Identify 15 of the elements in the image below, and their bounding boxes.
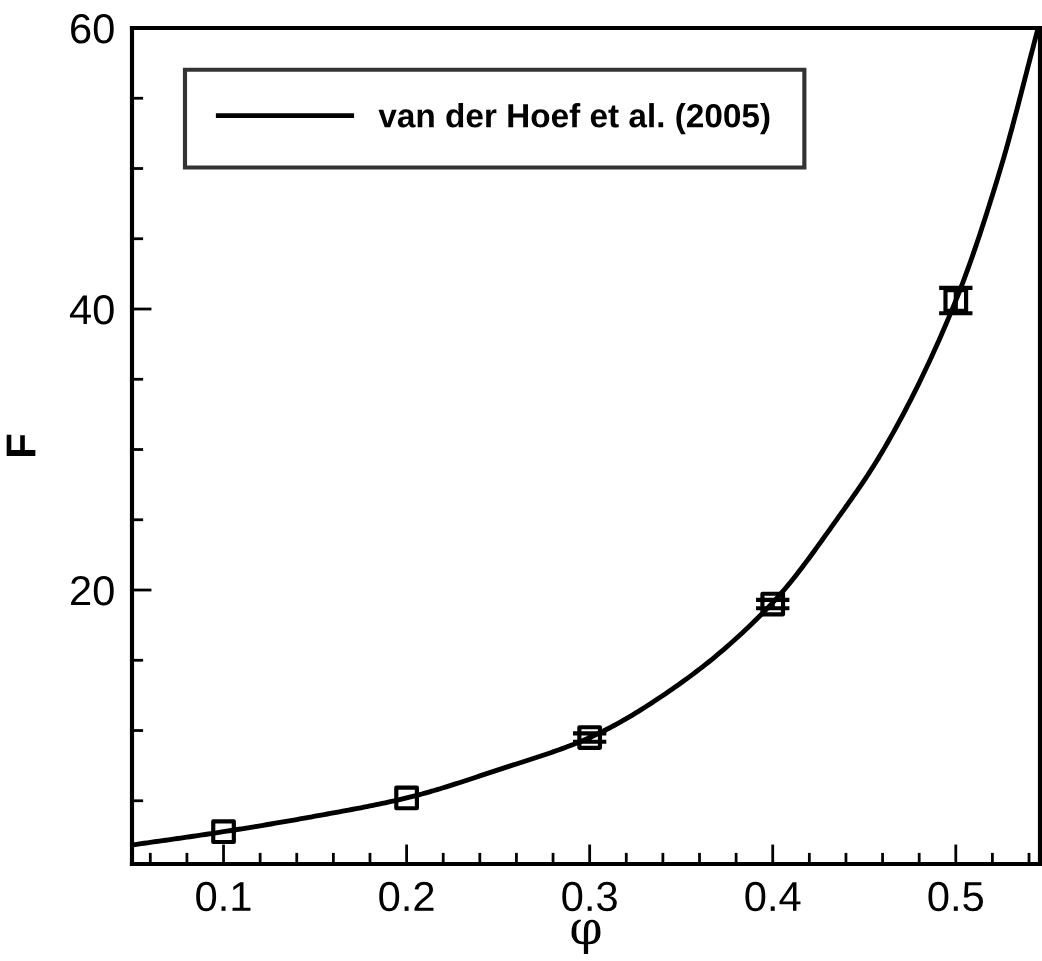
x-tick-label: 0.1 xyxy=(196,881,251,912)
x-tick-label: 0.5 xyxy=(928,881,984,912)
legend-label: van der Hoef et al. (2005) xyxy=(378,103,770,135)
y-tick-label: 40 xyxy=(69,295,114,325)
point xyxy=(394,785,419,811)
x-tick-label: 0.4 xyxy=(745,881,801,912)
point xyxy=(577,725,603,750)
x-tick-label: 0.3 xyxy=(562,881,617,912)
point xyxy=(211,819,236,845)
y-tick-label: 60 xyxy=(71,14,114,44)
point xyxy=(760,591,786,617)
y-axis-title: F xyxy=(6,434,36,456)
y-tick-label: 20 xyxy=(71,576,114,606)
x-tick-label: 0.2 xyxy=(379,881,434,912)
x-axis-title: φ xyxy=(571,919,601,955)
